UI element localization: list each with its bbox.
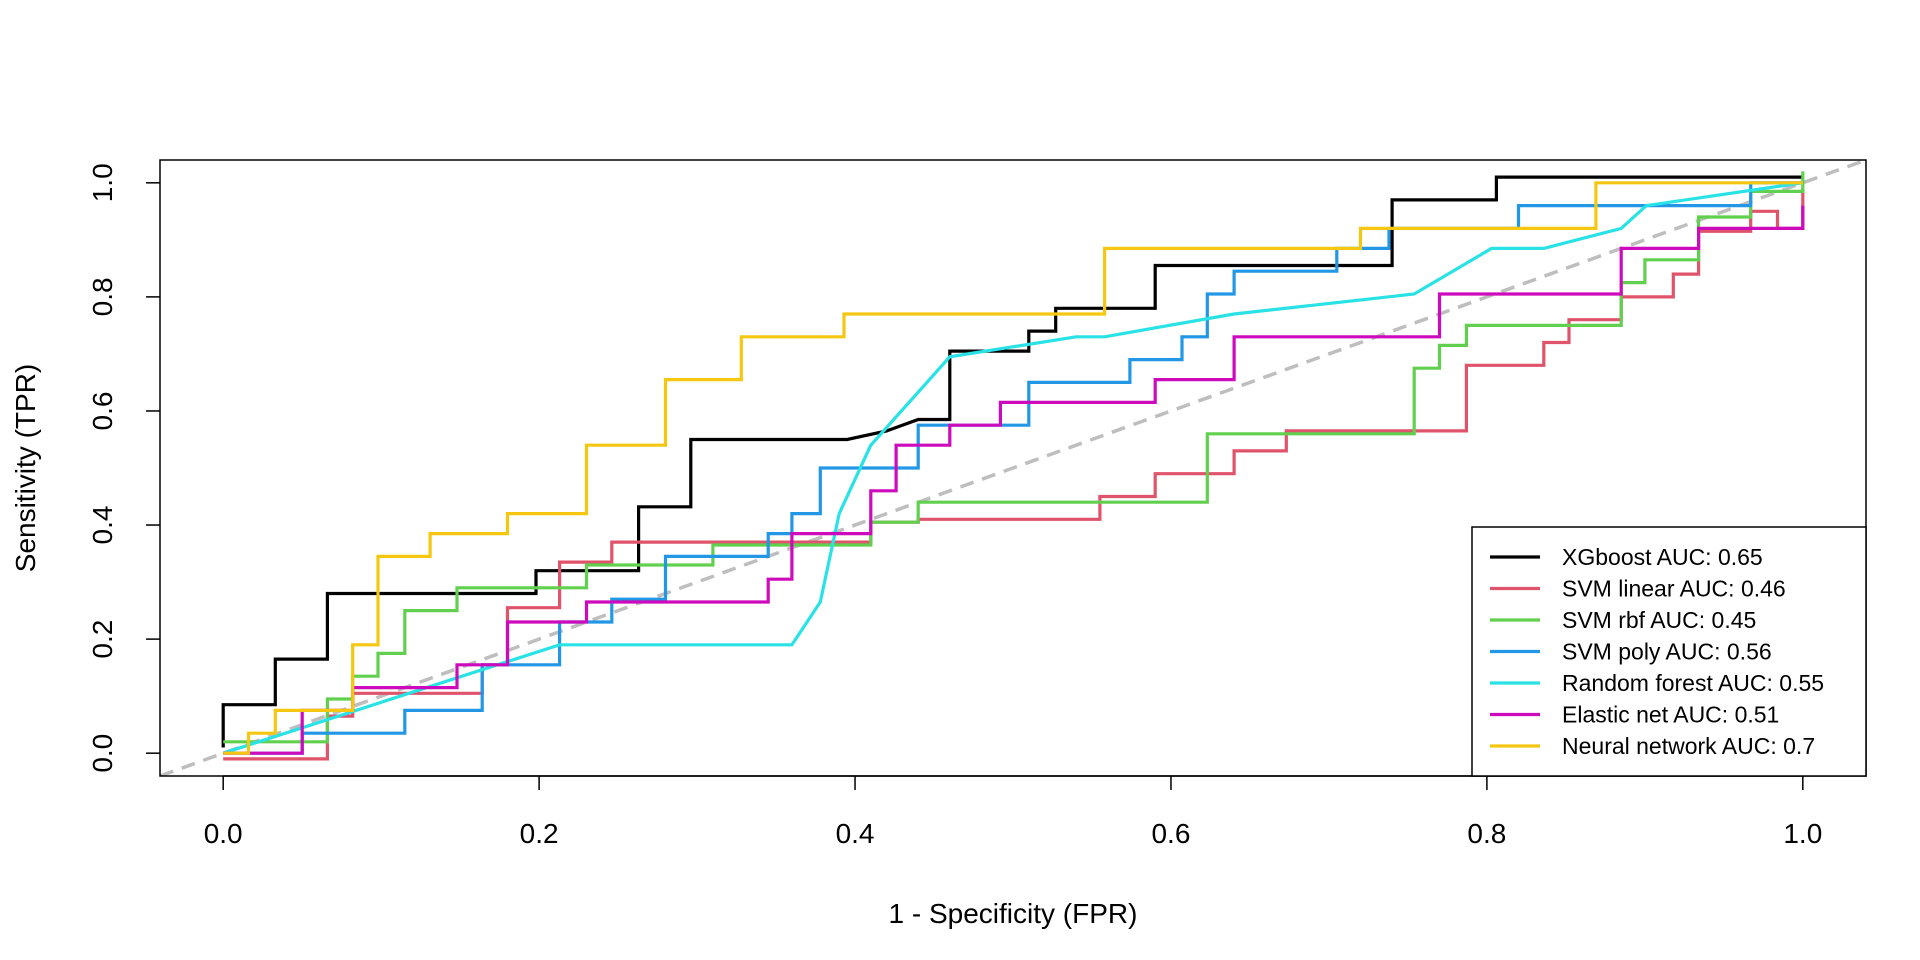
- roc-curve-5: [222, 181, 1804, 755]
- legend-label-1: XGboost AUC: 0.65: [1562, 544, 1763, 570]
- x-tick-label: 0.8: [1467, 818, 1506, 849]
- roc-curves-layer: [221, 171, 1805, 761]
- y-tick-label: 0.2: [87, 620, 118, 659]
- y-axis: 0.0 0.2 0.4 0.6 0.8 1.0: [87, 163, 160, 773]
- x-tick-label: 0.4: [836, 818, 875, 849]
- y-tick-label: 0.4: [87, 506, 118, 545]
- legend-label-6: Elastic net AUC: 0.51: [1562, 702, 1779, 728]
- reference-diagonal: [160, 160, 1866, 776]
- legend-label-2: SVM linear AUC: 0.46: [1562, 576, 1786, 602]
- roc-curve-6: [223, 205, 1805, 755]
- legend-label-4: SVM poly AUC: 0.56: [1562, 639, 1772, 665]
- x-axis-title: 1 - Specificity (FPR): [889, 898, 1138, 929]
- y-tick-label: 0.6: [87, 392, 118, 431]
- x-tick-label: 0.6: [1151, 818, 1190, 849]
- x-tick-label: 1.0: [1783, 818, 1822, 849]
- y-tick-label: 0.0: [87, 734, 118, 773]
- x-axis: 0.0 0.2 0.4 0.6 0.8 1.0: [204, 775, 1822, 849]
- roc-curve-7: [223, 181, 1803, 755]
- roc-curve-3: [223, 171, 1805, 744]
- legend-label-7: Neural network AUC: 0.7: [1562, 733, 1815, 759]
- roc-curve-1: [221, 175, 1803, 748]
- legend-label-5: Random forest AUC: 0.55: [1562, 670, 1824, 696]
- y-axis-title: Sensitivity (TPR): [10, 364, 41, 572]
- legend-label-3: SVM rbf AUC: 0.45: [1562, 607, 1756, 633]
- x-tick-label: 0.0: [204, 818, 243, 849]
- y-tick-label: 0.8: [87, 277, 118, 316]
- legend: XGboost AUC: 0.65 SVM linear AUC: 0.46 SVM…: [1471, 526, 1867, 777]
- y-tick-label: 1.0: [87, 163, 118, 202]
- reference-diagonal-layer: [160, 160, 1866, 776]
- x-tick-label: 0.2: [520, 818, 559, 849]
